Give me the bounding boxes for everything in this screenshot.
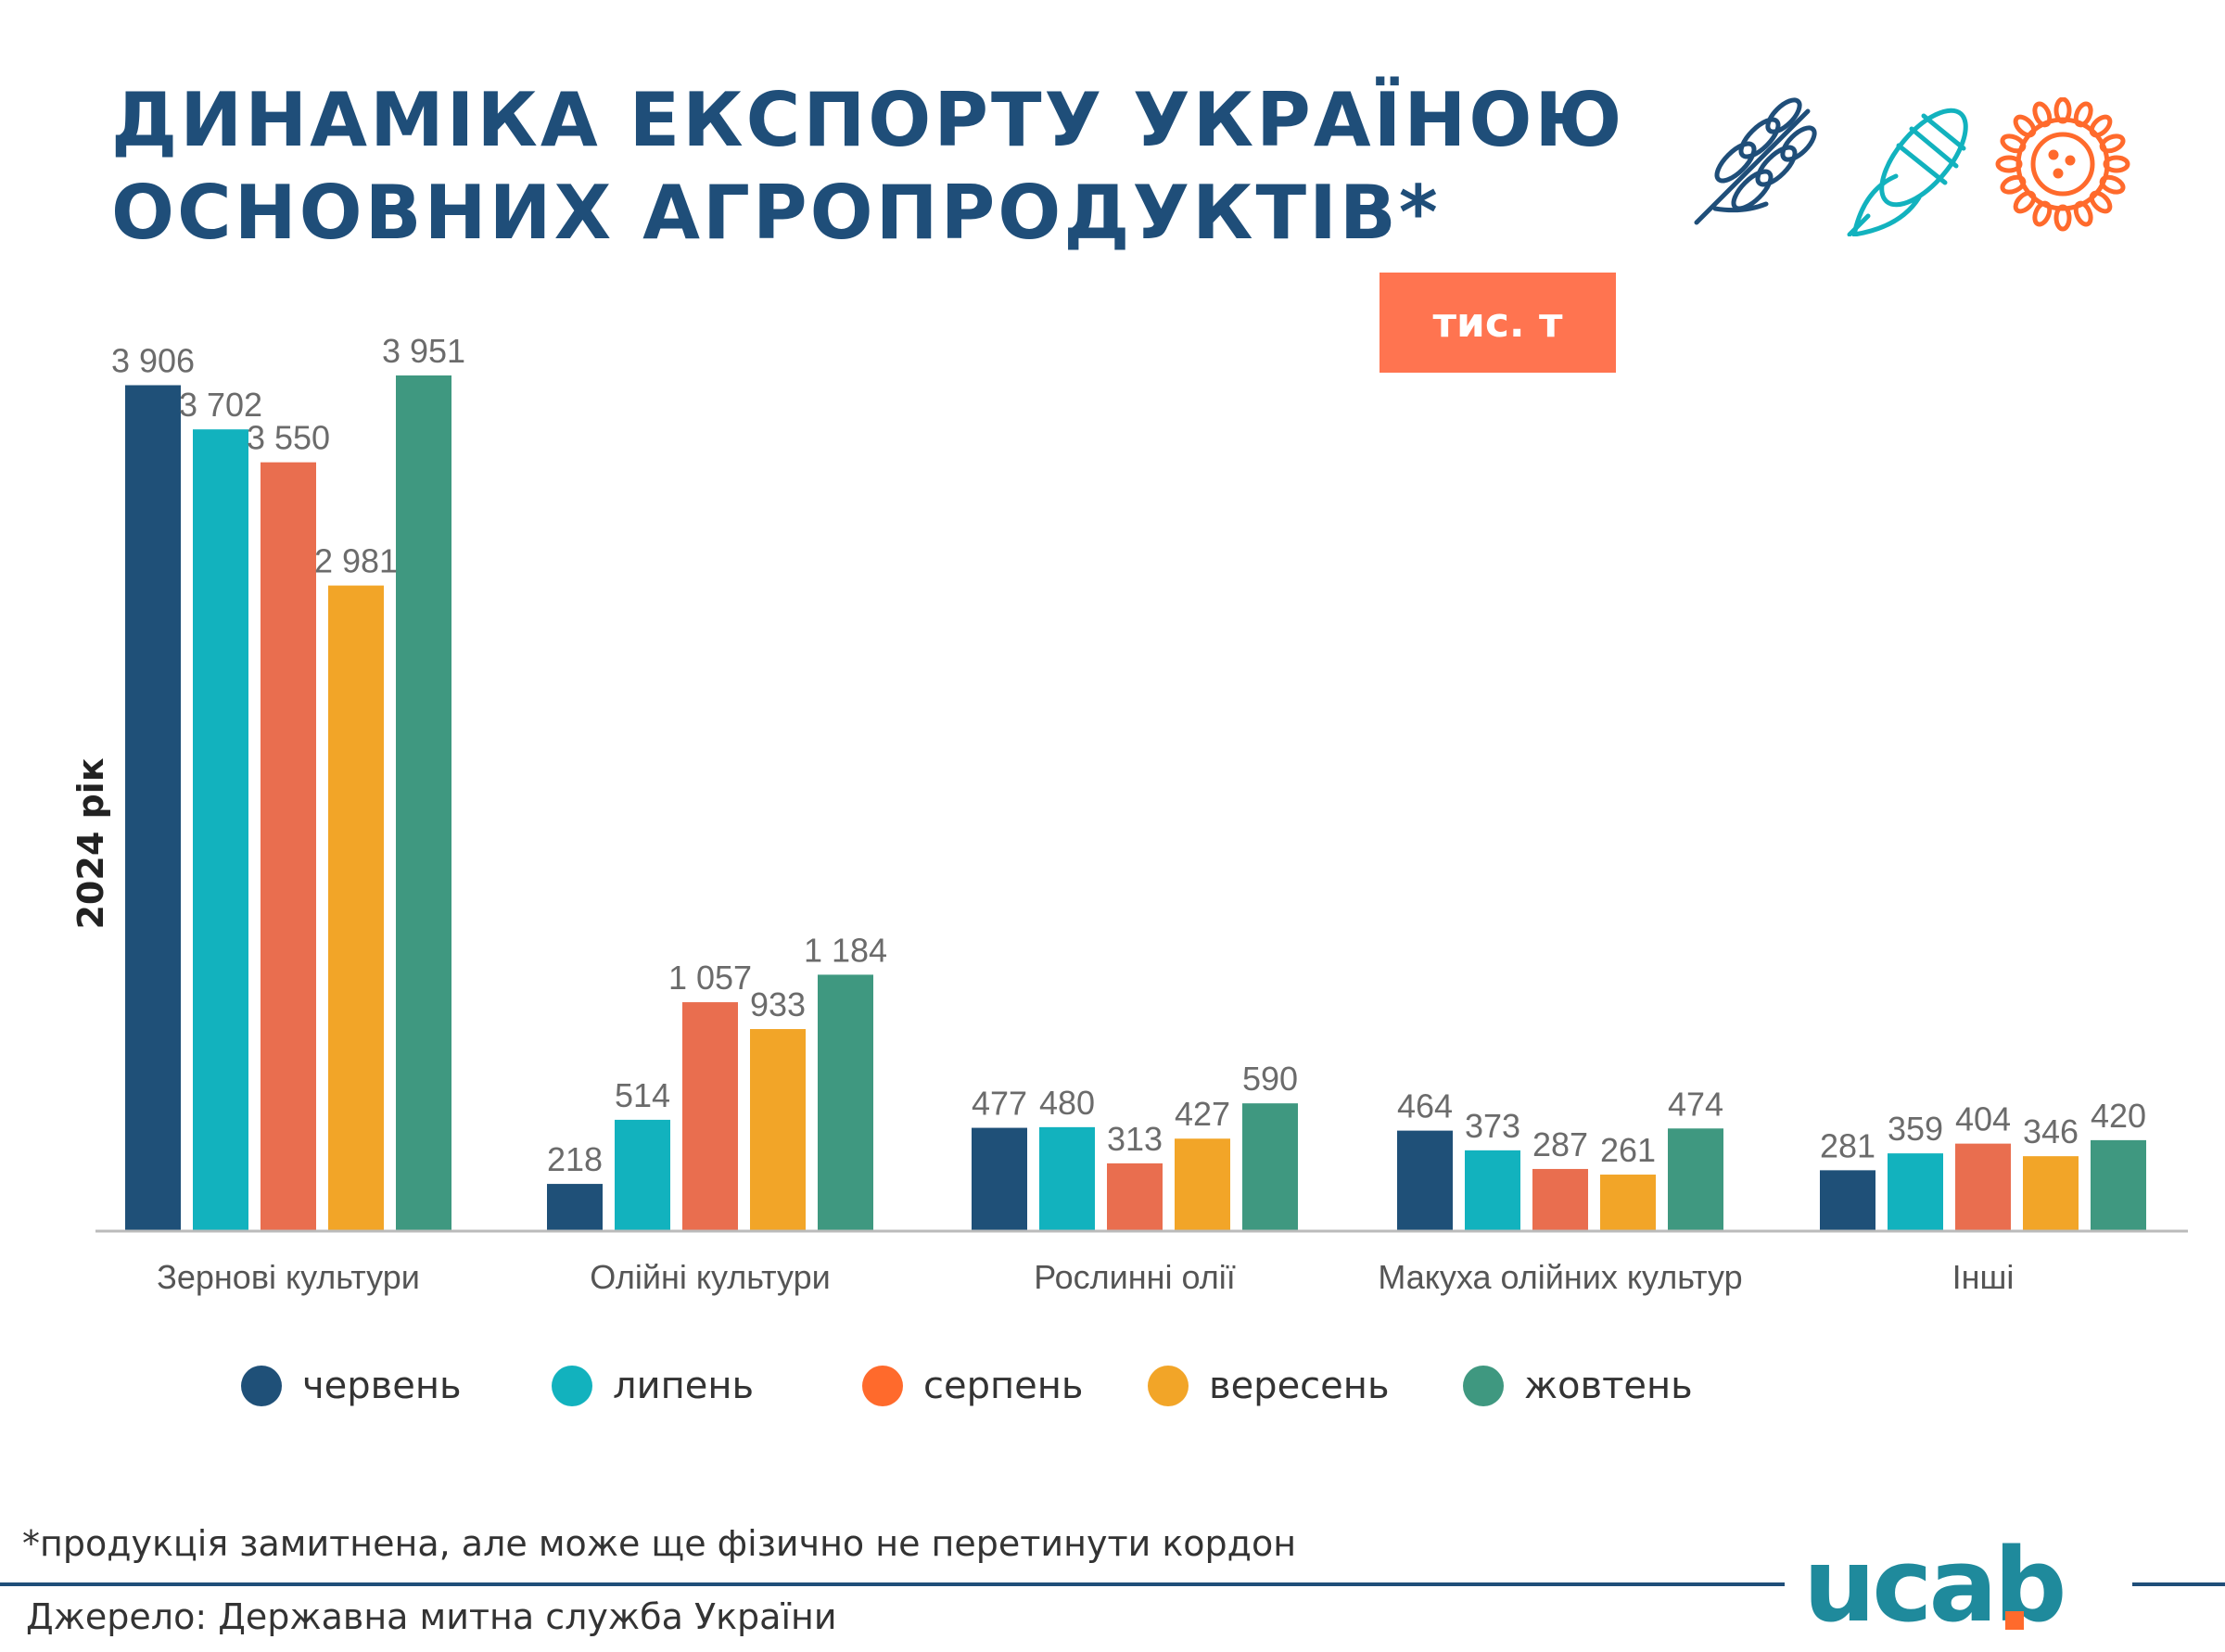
- legend-label-4: жовтень: [1524, 1365, 1693, 1407]
- bar-2-4: [1242, 1103, 1298, 1231]
- bars-layer: [125, 375, 2146, 1231]
- legend-label-0: червень: [302, 1365, 462, 1407]
- bar-1-3: [750, 1029, 806, 1231]
- footnote: *продукція замитнена, але може ще фізичн…: [22, 1523, 1297, 1564]
- bar-3-4: [1668, 1128, 1723, 1231]
- bar-3-0: [1397, 1130, 1453, 1231]
- chart-title: ДИНАМІКА ЕКСПОРТУ УКРАЇНОЮ ОСНОВНИХ АГРО…: [111, 74, 1624, 260]
- footer-rule-left: [0, 1582, 1785, 1586]
- value-label-1-2: 1 057: [668, 959, 752, 997]
- legend-dot-1: [552, 1366, 592, 1406]
- value-label-4-1: 359: [1888, 1110, 1943, 1148]
- crop-icons: [1694, 97, 2130, 236]
- value-label-1-0: 218: [547, 1140, 603, 1178]
- legend-item-2: серпень: [862, 1353, 1083, 1418]
- unit-badge: тис. т: [1380, 273, 1616, 373]
- bar-1-0: [547, 1184, 603, 1231]
- bar-3-2: [1532, 1168, 1588, 1231]
- value-label-3-0: 464: [1397, 1087, 1453, 1125]
- value-label-2-4: 590: [1242, 1060, 1298, 1098]
- value-label-4-2: 404: [1955, 1100, 2011, 1138]
- bar-0-4: [396, 375, 451, 1231]
- legend-label-1: липень: [613, 1365, 755, 1407]
- value-label-1-3: 933: [750, 985, 806, 1023]
- bar-1-1: [615, 1119, 670, 1231]
- legend-label-3: вересень: [1209, 1365, 1390, 1407]
- legend-label-2: серпень: [923, 1365, 1084, 1407]
- bar-4-1: [1888, 1153, 1943, 1231]
- bar-2-0: [972, 1127, 1027, 1231]
- footer-rule-right: [2132, 1582, 2225, 1586]
- value-label-0-0: 3 906: [111, 342, 195, 380]
- bar-3-3: [1600, 1175, 1656, 1231]
- category-label-4: Інші: [1952, 1258, 2015, 1296]
- bar-2-3: [1175, 1138, 1230, 1231]
- bar-0-3: [328, 585, 384, 1231]
- bar-4-2: [1955, 1143, 2011, 1231]
- category-labels-layer: Зернові культури Олійні культури Рослинні …: [157, 1258, 2014, 1296]
- bar-2-2: [1107, 1163, 1163, 1231]
- legend-item-4: жовтень: [1463, 1353, 1693, 1418]
- legend-dot-2: [862, 1366, 903, 1406]
- value-label-4-0: 281: [1820, 1126, 1875, 1164]
- legend-dot-4: [1463, 1366, 1504, 1406]
- value-label-2-0: 477: [972, 1085, 1027, 1123]
- value-label-0-1: 3 702: [179, 386, 262, 424]
- value-label-3-3: 261: [1600, 1131, 1656, 1169]
- sunflower-icon: [1995, 97, 2130, 232]
- legend-item-3: вересень: [1148, 1353, 1390, 1418]
- value-label-0-2: 3 550: [247, 419, 330, 457]
- legend-dot-3: [1148, 1366, 1189, 1406]
- svg-text:ucab: ucab: [1803, 1539, 2063, 1641]
- bar-3-1: [1465, 1150, 1520, 1231]
- title-line-1: ДИНАМІКА ЕКСПОРТУ УКРАЇНОЮ: [111, 77, 1625, 163]
- ucab-logo: ucab: [1803, 1539, 2066, 1641]
- legend-item-0: червень: [241, 1353, 462, 1418]
- value-label-0-4: 3 951: [382, 332, 465, 370]
- value-label-3-2: 287: [1532, 1125, 1588, 1163]
- value-label-1-4: 1 184: [804, 931, 887, 969]
- legend: червень липень серпень вересень жовтень: [0, 1353, 2225, 1418]
- corn-icon: [1847, 108, 1968, 236]
- category-label-0: Зернові культури: [157, 1258, 420, 1296]
- value-label-3-4: 474: [1668, 1085, 1723, 1123]
- bar-4-4: [2091, 1139, 2146, 1231]
- bar-1-4: [818, 974, 873, 1231]
- bar-0-1: [193, 429, 248, 1231]
- value-label-2-3: 427: [1175, 1095, 1230, 1133]
- bar-1-2: [682, 1002, 738, 1231]
- category-label-2: Рослинні олії: [1034, 1258, 1236, 1296]
- category-label-1: Олійні культури: [590, 1258, 831, 1296]
- bar-4-3: [2023, 1156, 2079, 1231]
- title-line-2: ОСНОВНИХ АГРОПРОДУКТІВ*: [111, 170, 1441, 256]
- category-label-3: Макуха олійних культур: [1378, 1258, 1742, 1296]
- value-label-4-3: 346: [2023, 1112, 2079, 1150]
- wheat-icon: [1694, 97, 1817, 225]
- value-label-4-4: 420: [2091, 1097, 2146, 1135]
- value-label-1-1: 514: [615, 1076, 670, 1114]
- legend-item-1: липень: [552, 1353, 754, 1418]
- value-label-0-3: 2 981: [314, 542, 398, 580]
- bar-2-1: [1039, 1126, 1095, 1231]
- legend-dot-0: [241, 1366, 282, 1406]
- bar-0-2: [261, 462, 316, 1231]
- value-label-2-2: 313: [1107, 1120, 1163, 1158]
- value-label-2-1: 480: [1039, 1084, 1095, 1122]
- bar-4-0: [1820, 1170, 1875, 1231]
- bar-0-0: [125, 385, 181, 1231]
- value-label-3-1: 373: [1465, 1107, 1520, 1145]
- source-note: Джерело: Державна митна служба України: [26, 1596, 837, 1637]
